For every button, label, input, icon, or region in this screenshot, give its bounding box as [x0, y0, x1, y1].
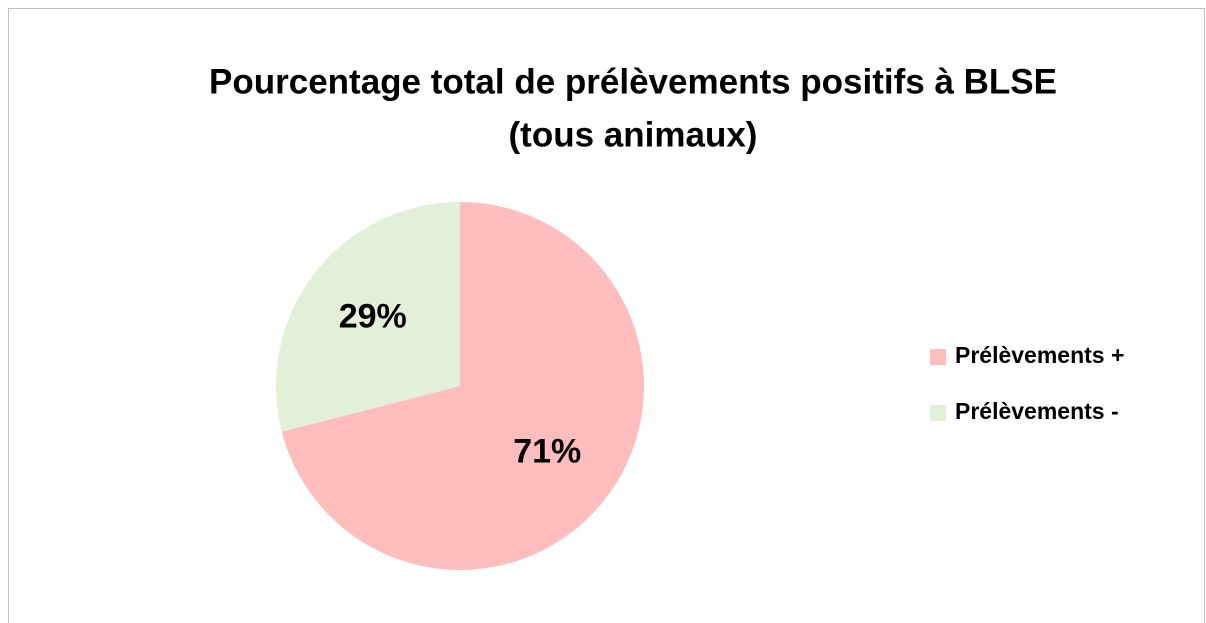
pie-slice — [281, 202, 645, 570]
legend-label: Prélèvements - — [955, 398, 1119, 424]
pie-slice — [276, 202, 460, 432]
legend-label: Prélèvements + — [955, 342, 1124, 368]
legend-swatch — [930, 349, 946, 365]
legend-swatch — [930, 405, 946, 421]
data-label: 29% — [339, 297, 407, 335]
data-label: 71% — [513, 433, 581, 471]
chart-title: Pourcentage total de prélèvements positi… — [209, 62, 1057, 101]
chart-title: (tous animaux) — [509, 115, 758, 154]
